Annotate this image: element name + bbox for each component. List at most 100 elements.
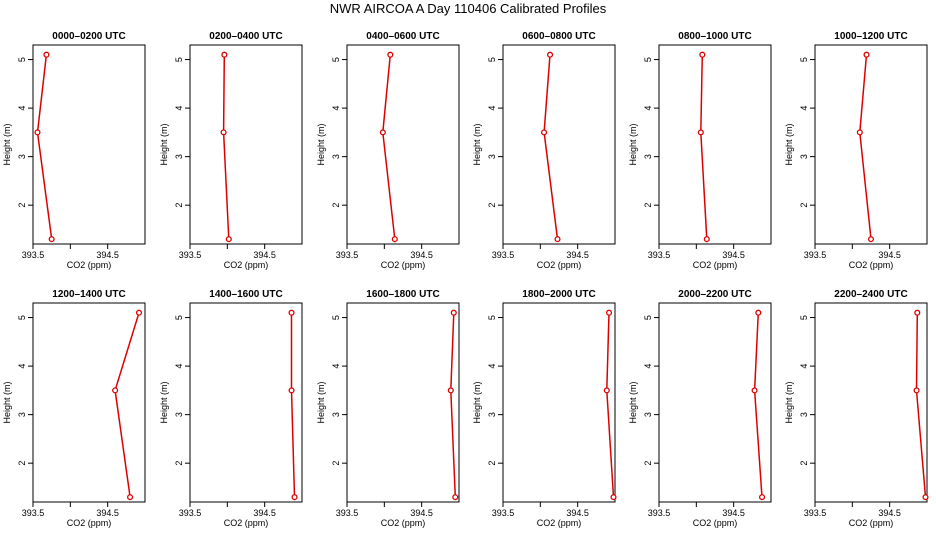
data-point <box>546 51 554 58</box>
y-axis-label: Height (m) <box>472 381 482 423</box>
x-tick-label: 393.5 <box>336 250 359 260</box>
data-point <box>913 387 920 394</box>
data-point <box>914 309 921 316</box>
data-point <box>541 129 548 136</box>
data-point <box>697 129 704 136</box>
x-tick-label: 393.5 <box>22 250 45 260</box>
data-point <box>755 309 762 316</box>
y-tick-label: 2 <box>487 461 497 466</box>
y-tick-label: 4 <box>174 364 184 369</box>
data-point <box>225 236 232 243</box>
x-tick-label: 394.5 <box>566 508 589 518</box>
data-point <box>751 387 758 394</box>
data-point <box>863 51 870 58</box>
plot-frame <box>32 302 146 503</box>
panel-title: 2000–2200 UTC <box>678 289 751 300</box>
series-line <box>606 312 615 498</box>
y-tick-label: 3 <box>331 412 341 417</box>
y-tick-label: 4 <box>331 364 341 369</box>
series-line <box>36 54 53 240</box>
x-axis-label: CO2 (ppm) <box>537 260 582 270</box>
plot-frame <box>346 44 460 245</box>
x-tick-label: 394.5 <box>96 508 119 518</box>
series-line <box>753 312 763 498</box>
data-point <box>603 387 610 394</box>
data-point <box>605 309 613 316</box>
y-tick-label: 4 <box>174 106 184 111</box>
panel-title: 0200–0400 UTC <box>209 31 282 42</box>
y-tick-label: 5 <box>799 315 809 320</box>
data-point <box>112 387 119 394</box>
series-line <box>450 312 457 498</box>
x-tick-label: 394.5 <box>410 508 433 518</box>
x-tick-label: 393.5 <box>804 508 827 518</box>
y-axis-label: Height (m) <box>316 381 326 423</box>
y-tick-label: 2 <box>17 461 27 466</box>
x-axis-label: CO2 (ppm) <box>381 260 426 270</box>
y-tick-label: 4 <box>17 106 27 111</box>
data-point <box>34 129 41 136</box>
y-tick-label: 2 <box>17 203 27 208</box>
y-tick-label: 4 <box>17 364 27 369</box>
plot-frame <box>32 44 146 245</box>
data-point <box>699 51 706 58</box>
data-point <box>452 494 459 501</box>
data-point <box>922 494 929 501</box>
data-point <box>127 494 134 501</box>
x-axis-label: CO2 (ppm) <box>67 518 112 528</box>
x-axis-label: CO2 (ppm) <box>693 260 738 270</box>
y-axis-label: Height (m) <box>316 123 326 165</box>
y-tick-label: 2 <box>799 203 809 208</box>
y-tick-label: 3 <box>487 412 497 417</box>
x-tick-label: 394.5 <box>253 250 276 260</box>
y-axis-label: Height (m) <box>784 123 794 165</box>
x-tick-label: 394.5 <box>253 508 276 518</box>
x-axis-label: CO2 (ppm) <box>224 260 269 270</box>
panel-title: 0400–0600 UTC <box>366 31 439 42</box>
x-tick-label: 394.5 <box>410 250 433 260</box>
panel-title: 1600–1800 UTC <box>366 289 439 300</box>
x-axis-label: CO2 (ppm) <box>537 518 582 528</box>
panel-title: 1200–1400 UTC <box>52 289 125 300</box>
y-axis-label: Height (m) <box>628 123 638 165</box>
data-point <box>288 387 295 394</box>
plot-frame <box>658 44 772 245</box>
y-tick-label: 5 <box>643 57 653 62</box>
panel-title: 2200–2400 UTC <box>834 289 907 300</box>
data-point <box>221 51 228 58</box>
panel-title: 1400–1600 UTC <box>209 289 282 300</box>
y-tick-label: 5 <box>17 315 27 320</box>
y-tick-label: 3 <box>643 412 653 417</box>
y-tick-label: 2 <box>174 203 184 208</box>
panel-title: 1800–2000 UTC <box>522 289 595 300</box>
x-tick-label: 393.5 <box>492 250 515 260</box>
data-point <box>610 494 617 501</box>
y-tick-label: 4 <box>487 106 497 111</box>
plot-frame <box>502 44 616 245</box>
x-tick-label: 394.5 <box>566 250 589 260</box>
series-line <box>700 54 708 240</box>
data-point <box>387 51 394 58</box>
y-tick-label: 2 <box>487 203 497 208</box>
data-point <box>450 309 457 316</box>
series-line <box>543 54 559 240</box>
x-tick-label: 394.5 <box>878 508 901 518</box>
series-line <box>114 312 140 498</box>
panel-title: 0000–0200 UTC <box>52 31 125 42</box>
x-tick-label: 393.5 <box>22 508 45 518</box>
x-tick-label: 394.5 <box>96 250 119 260</box>
x-tick-label: 394.5 <box>722 508 745 518</box>
page-title: NWR AIRCOA A Day 110406 Calibrated Profi… <box>329 1 607 16</box>
x-axis-label: CO2 (ppm) <box>67 260 112 270</box>
data-point <box>758 494 766 501</box>
x-tick-label: 393.5 <box>179 250 202 260</box>
y-axis-label: Height (m) <box>159 123 169 165</box>
y-tick-label: 4 <box>331 106 341 111</box>
x-axis-label: CO2 (ppm) <box>693 518 738 528</box>
y-tick-label: 4 <box>799 364 809 369</box>
